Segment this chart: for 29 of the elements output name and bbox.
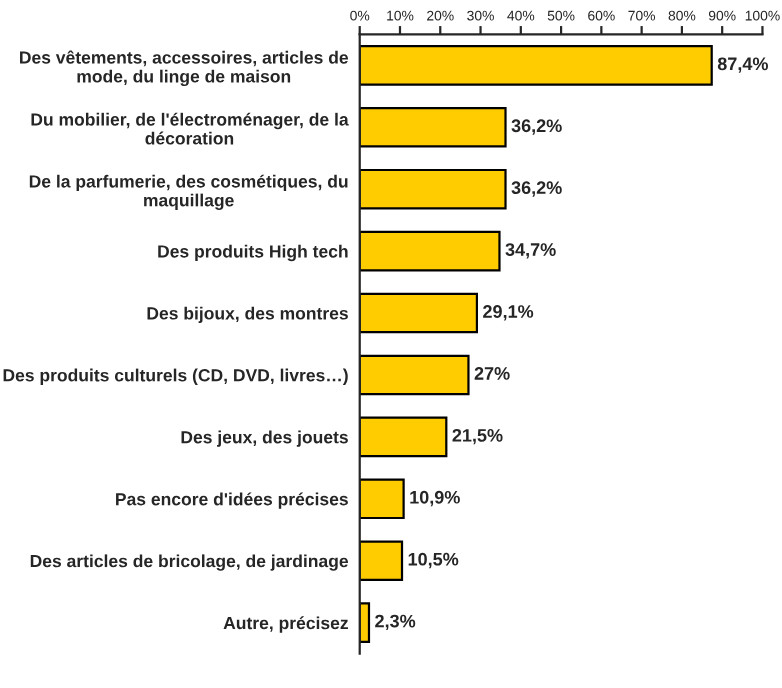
bar <box>359 168 507 210</box>
bar <box>359 478 405 520</box>
y-tick-label: Des produits High tech <box>158 244 348 262</box>
data-label: 10,5% <box>408 552 459 569</box>
y-tick-label: Autre, précisez <box>223 616 348 633</box>
y-tick-label: Des jeux, des jouets <box>181 430 348 447</box>
bar <box>359 354 470 396</box>
y-tick-label: De la parfumerie, des cosmétiques, du maquillage <box>29 174 348 211</box>
data-label: 2,3% <box>375 614 416 631</box>
y-tick-label: Des vêtements, accessoires, articles de mode, du linge de maison <box>20 50 349 87</box>
data-label: 27% <box>474 367 510 380</box>
bar <box>359 45 713 86</box>
data-label: 34,7% <box>505 243 556 259</box>
bar <box>359 292 479 334</box>
bar <box>359 106 507 148</box>
y-tick-label: Des bijoux, des montres <box>147 306 348 324</box>
data-label: 87,4% <box>717 57 768 73</box>
y-tick-label: Pas encore d'idées précises <box>116 492 348 509</box>
data-label: 29,1% <box>483 305 534 321</box>
data-label: 21,5% <box>452 428 503 445</box>
data-label: 36,2% <box>511 181 562 197</box>
bar <box>359 230 501 272</box>
y-tick-label: Du mobilier, de l'électroménager, de la décoration <box>31 112 349 145</box>
bar <box>359 416 448 458</box>
bar <box>359 540 404 582</box>
data-label: 36,2% <box>511 119 562 135</box>
y-tick-label: Des produits culturels (CD, DVD, livres…) <box>3 368 348 385</box>
data-label: 10,9% <box>410 490 460 507</box>
y-tick-label: Des articles de bricolage, de jardinage <box>30 554 349 571</box>
